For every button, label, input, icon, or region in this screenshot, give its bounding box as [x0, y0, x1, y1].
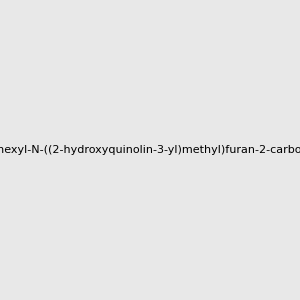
Text: N-cyclohexyl-N-((2-hydroxyquinolin-3-yl)methyl)furan-2-carboxamide: N-cyclohexyl-N-((2-hydroxyquinolin-3-yl)…	[0, 145, 300, 155]
